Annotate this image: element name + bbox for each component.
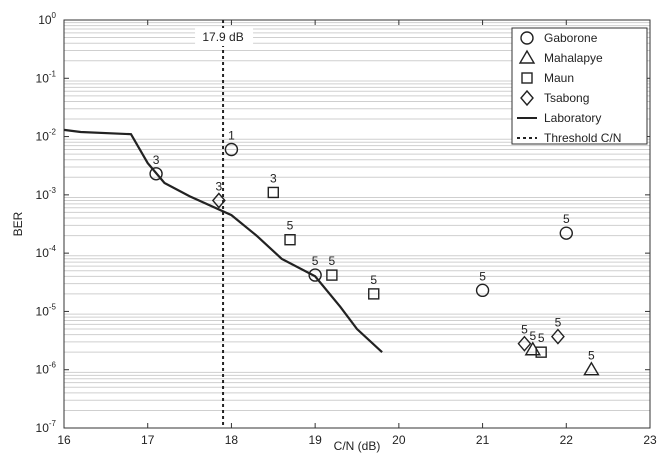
legend: Gaborone Mahalapye Maun Tsabong Laboratory Th…	[511, 27, 648, 145]
y-tick-label: 10-5	[36, 302, 57, 318]
y-tick-exponent: -2	[49, 128, 57, 137]
y-tick-exponent: 0	[52, 11, 57, 20]
point-label: 3	[270, 171, 277, 185]
point-label: 5	[479, 269, 486, 283]
circle-marker	[308, 268, 322, 282]
x-tick-label: 18	[225, 433, 239, 447]
y-tick-exponent: -7	[49, 419, 57, 428]
y-tick-exponent: -4	[49, 244, 57, 253]
point-label: 5	[529, 329, 536, 343]
x-tick-label: 20	[392, 433, 406, 447]
series-tsabong: 355	[211, 180, 565, 352]
square-marker	[535, 346, 547, 358]
threshold-label-bg	[195, 28, 254, 46]
y-tick-base: 10	[38, 13, 52, 27]
y-tick-label: 10-3	[36, 186, 57, 202]
x-tick-label: 17	[141, 433, 155, 447]
point-label: 5	[588, 349, 595, 363]
circle-marker	[224, 142, 239, 157]
series-laboratory	[63, 128, 383, 354]
legend-box	[511, 27, 648, 145]
y-tick-base: 10	[36, 304, 50, 318]
point-label: 3	[216, 180, 223, 194]
y-tick-exponent: -5	[49, 302, 57, 311]
y-tick-label: 10-4	[36, 244, 57, 260]
point-label: 5	[521, 323, 528, 337]
x-tick-label: 23	[643, 433, 657, 447]
y-tick-exponent: -1	[49, 69, 57, 78]
circle-marker	[559, 226, 573, 240]
square-marker	[368, 288, 380, 300]
legend-label: Laboratory	[544, 111, 601, 125]
square-marker	[521, 72, 533, 84]
legend-label: Threshold C/N	[544, 131, 621, 145]
x-tick-label: 21	[476, 433, 490, 447]
y-tick-base: 10	[36, 363, 50, 377]
square-marker	[284, 234, 296, 246]
square-marker	[267, 186, 279, 199]
point-label: 5	[555, 316, 562, 330]
laboratory-curve	[63, 128, 383, 354]
point-label: 5	[538, 331, 545, 345]
triangle-marker	[583, 361, 600, 376]
diamond-marker	[211, 192, 226, 209]
diamond-marker	[550, 328, 565, 345]
x-axis-title: C/N (dB)	[334, 439, 381, 453]
diamond-marker	[517, 335, 532, 352]
circle-marker	[475, 283, 490, 298]
y-tick-base: 10	[36, 130, 50, 144]
y-tick-label: 10-7	[36, 419, 57, 435]
y-axis-title: BER	[11, 211, 25, 236]
y-tick-base: 10	[36, 421, 50, 435]
y-tick-label: 100	[38, 11, 56, 27]
point-label: 5	[563, 212, 570, 226]
y-tick-label: 10-1	[36, 69, 57, 85]
legend-label: Mahalapye	[544, 51, 603, 65]
point-label: 5	[287, 219, 294, 233]
square-marker	[326, 269, 338, 281]
point-label: 5	[312, 254, 319, 268]
legend-label: Gaborone	[544, 31, 598, 45]
x-tick-label: 19	[308, 433, 322, 447]
triangle-marker	[518, 49, 536, 64]
x-tick-label: 16	[57, 433, 71, 447]
y-tick-base: 10	[36, 188, 50, 202]
plot-frame	[63, 19, 651, 429]
diamond-marker	[520, 89, 534, 107]
point-label: 3	[153, 153, 160, 167]
y-tick-exponent: -6	[49, 361, 57, 370]
threshold-label: 17.9 dB	[202, 30, 243, 44]
y-tick-label: 10-2	[36, 128, 57, 144]
x-tick-label: 22	[560, 433, 574, 447]
point-label: 1	[228, 129, 235, 143]
y-tick-base: 10	[36, 71, 50, 85]
y-tick-exponent: -3	[49, 186, 57, 195]
legend-label: Maun	[544, 71, 574, 85]
y-tick-base: 10	[36, 246, 50, 260]
circle-marker	[520, 31, 534, 45]
legend-label: Tsabong	[544, 91, 589, 105]
point-label: 5	[329, 254, 336, 268]
point-label: 5	[370, 273, 377, 287]
y-tick-label: 10-6	[36, 361, 57, 377]
circle-marker	[149, 167, 163, 181]
